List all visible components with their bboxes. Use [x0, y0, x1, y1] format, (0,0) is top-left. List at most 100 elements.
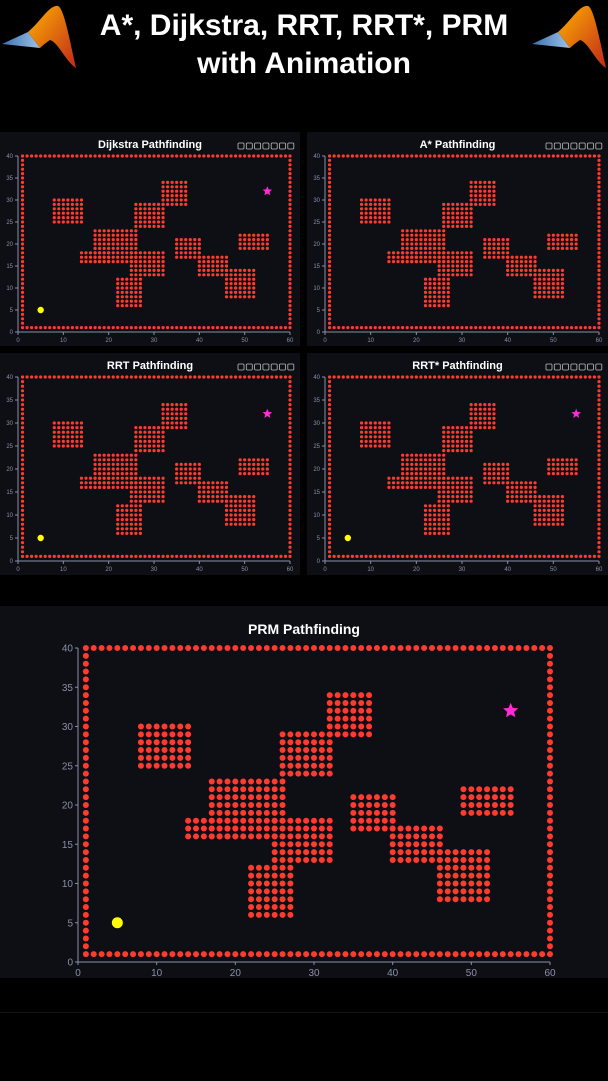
home-icon[interactable]	[595, 363, 603, 371]
zoom-in-icon[interactable]	[578, 142, 586, 150]
obstacle-point	[82, 715, 89, 722]
obstacle-point	[405, 229, 409, 233]
edit-icon[interactable]	[545, 363, 553, 371]
pan-icon[interactable]	[570, 363, 578, 371]
save-icon[interactable]	[562, 142, 570, 150]
obstacle-point	[20, 531, 25, 535]
obstacle-point	[129, 277, 133, 281]
obstacle-point	[161, 220, 165, 224]
save-icon[interactable]	[562, 363, 570, 371]
zoom-out-icon[interactable]	[279, 142, 286, 150]
edit-icon[interactable]	[545, 142, 553, 150]
export-icon[interactable]	[245, 142, 253, 150]
obstacle-point	[597, 282, 601, 286]
obstacle-point	[161, 739, 168, 746]
obstacle-point	[243, 273, 247, 277]
obstacle-point	[597, 312, 601, 316]
obstacle-point	[469, 439, 473, 443]
obstacle-point	[410, 246, 414, 250]
obstacle-point	[61, 554, 65, 558]
obstacle-point	[152, 439, 156, 443]
zoom-in-icon[interactable]	[270, 363, 278, 371]
obstacle-point	[414, 242, 418, 246]
obstacle-point	[102, 472, 106, 476]
obstacle-point	[547, 660, 553, 667]
obstacle-point	[597, 545, 601, 549]
obstacle-point	[138, 224, 142, 228]
export-icon[interactable]	[553, 142, 561, 150]
obstacle-point	[20, 167, 25, 171]
obstacle-point	[474, 189, 478, 193]
save-icon[interactable]	[254, 363, 262, 371]
obstacle-point	[224, 504, 229, 508]
obstacle-point	[455, 154, 460, 158]
obstacle-point	[102, 233, 106, 237]
obstacle-point	[138, 490, 142, 494]
obstacle-point	[120, 531, 124, 535]
home-icon[interactable]	[595, 142, 603, 150]
obstacle-point	[93, 233, 97, 237]
obstacle-point	[446, 282, 450, 286]
edit-icon[interactable]	[237, 142, 245, 150]
home-icon[interactable]	[287, 142, 295, 150]
obstacle-point	[20, 290, 25, 294]
zoom-out-icon[interactable]	[587, 363, 594, 371]
obstacle-point	[478, 194, 482, 198]
obstacle-point	[428, 229, 432, 233]
zoom-in-icon[interactable]	[270, 142, 278, 150]
obstacle-point	[20, 504, 25, 508]
obstacle-point	[229, 282, 233, 286]
obstacle-point	[326, 841, 333, 848]
obstacle-point	[478, 554, 482, 558]
export-icon[interactable]	[245, 363, 253, 371]
obstacle-point	[52, 430, 56, 434]
zoom-out-icon[interactable]	[587, 142, 594, 150]
obstacle-point	[102, 242, 106, 246]
export-icon[interactable]	[553, 363, 561, 371]
pan-icon[interactable]	[570, 142, 578, 150]
obstacle-point	[224, 495, 229, 499]
obstacle-point	[442, 458, 446, 462]
edit-icon[interactable]	[237, 363, 245, 371]
obstacle-point	[134, 238, 138, 242]
obstacle-point	[88, 485, 93, 489]
obstacle-point	[93, 458, 97, 462]
save-icon[interactable]	[254, 142, 262, 150]
obstacle-point	[342, 707, 349, 714]
obstacle-point	[34, 375, 38, 379]
obstacle-point	[547, 233, 551, 237]
obstacle-point	[156, 224, 161, 228]
obstacle-point	[478, 375, 482, 379]
y-tick-label: 10	[6, 513, 13, 519]
obstacle-point	[287, 911, 294, 918]
obstacle-point	[451, 439, 455, 443]
obstacle-point	[326, 833, 333, 840]
zoom-in-icon[interactable]	[578, 363, 586, 371]
obstacle-point	[288, 449, 292, 453]
obstacle-point	[184, 246, 188, 250]
obstacle-point	[597, 260, 601, 264]
home-icon[interactable]	[287, 363, 295, 371]
obstacle-point	[52, 202, 56, 206]
obstacle-point	[492, 202, 496, 206]
obstacle-point	[442, 375, 446, 379]
obstacle-point	[252, 282, 256, 286]
obstacle-point	[138, 299, 142, 303]
obstacle-point	[120, 233, 124, 237]
pan-icon[interactable]	[262, 363, 270, 371]
pan-icon[interactable]	[262, 142, 270, 150]
obstacle-point	[442, 251, 446, 255]
obstacle-point	[597, 458, 601, 462]
obstacle-point	[138, 499, 142, 503]
x-tick-label: 50	[466, 968, 478, 978]
obstacle-point	[20, 176, 25, 180]
obstacle-point	[405, 554, 409, 558]
obstacle-point	[326, 723, 333, 730]
obstacle-point	[387, 326, 391, 330]
obstacle-point	[20, 407, 25, 411]
obstacle-point	[161, 723, 168, 730]
obstacle-point	[382, 426, 386, 430]
zoom-out-icon[interactable]	[279, 363, 286, 371]
obstacle-point	[455, 224, 460, 228]
obstacle-point	[252, 154, 256, 158]
